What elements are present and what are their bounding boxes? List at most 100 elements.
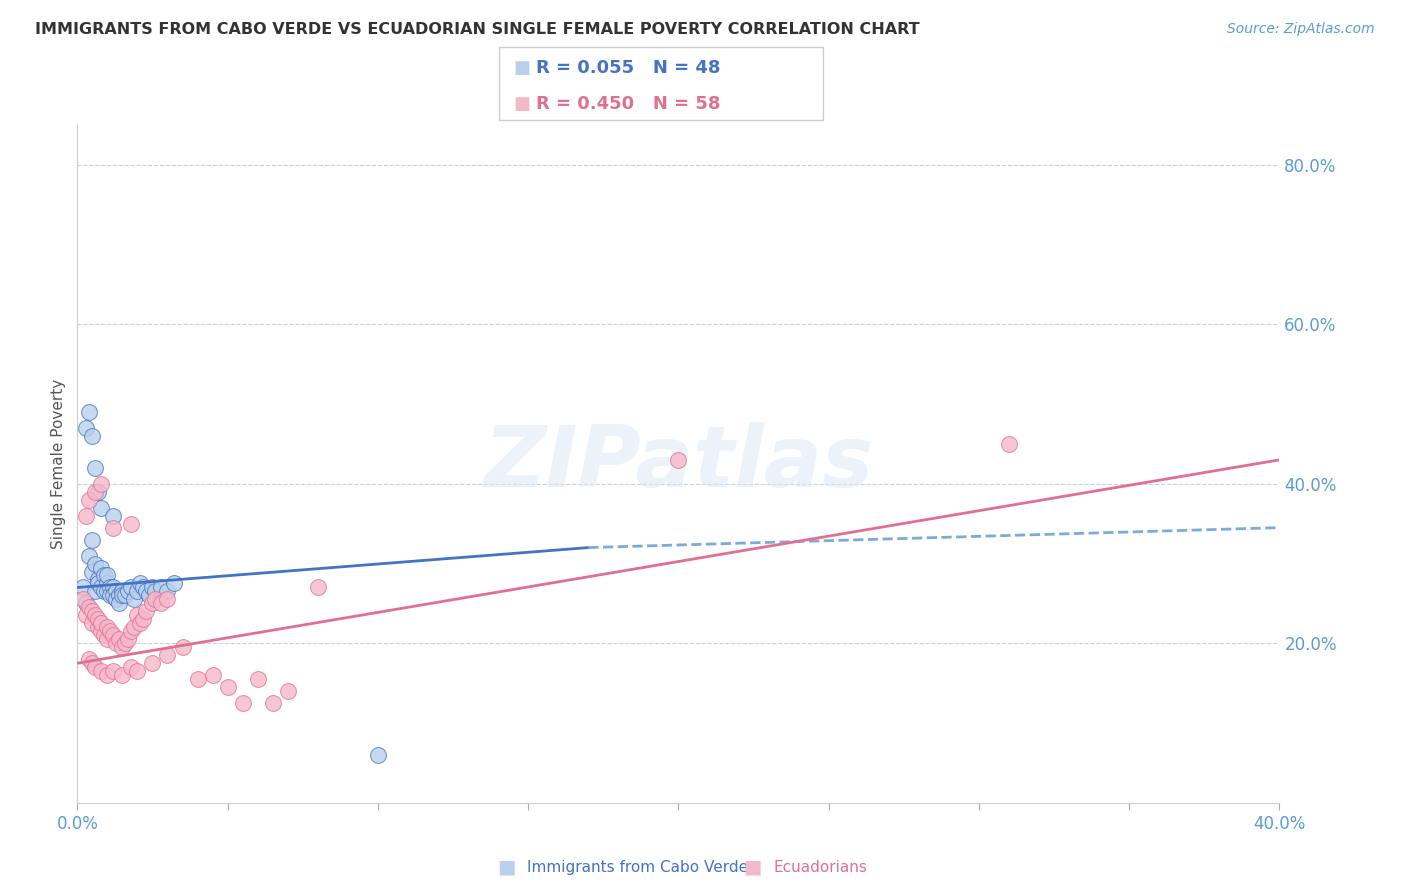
Point [246, 672, 269, 686]
Point [90, 664, 112, 678]
Point [120, 581, 142, 595]
Point [103, 589, 125, 603]
Point [105, 636, 128, 650]
Point [114, 636, 136, 650]
Point [75, 421, 97, 435]
Point [129, 616, 152, 631]
Point [367, 747, 389, 762]
Point [186, 672, 209, 686]
Point [127, 584, 149, 599]
Point [156, 648, 179, 663]
Y-axis label: Single Female Poverty: Single Female Poverty [51, 379, 66, 549]
Point [90, 581, 112, 595]
Point [132, 581, 155, 595]
Text: ■: ■ [513, 95, 530, 113]
Text: Ecuadorians: Ecuadorians [773, 860, 868, 874]
Point [96, 576, 118, 591]
Point [84, 460, 107, 475]
Point [156, 592, 179, 607]
Point [103, 508, 125, 523]
Text: ZIPatlas: ZIPatlas [484, 422, 873, 506]
Text: ■: ■ [513, 59, 530, 77]
Point [87, 612, 110, 626]
Point [145, 584, 167, 599]
Text: IMMIGRANTS FROM CABO VERDE VS ECUADORIAN SINGLE FEMALE POVERTY CORRELATION CHART: IMMIGRANTS FROM CABO VERDE VS ECUADORIAN… [35, 22, 920, 37]
Point [132, 612, 155, 626]
Point [103, 581, 125, 595]
Point [90, 624, 112, 639]
Text: Source: ZipAtlas.com: Source: ZipAtlas.com [1227, 22, 1375, 37]
Text: R = 0.055   N = 48: R = 0.055 N = 48 [536, 59, 720, 77]
Point [75, 508, 97, 523]
Point [232, 696, 254, 710]
Point [156, 584, 179, 599]
Point [150, 581, 173, 595]
Point [162, 576, 184, 591]
Point [141, 581, 163, 595]
Point [138, 589, 160, 603]
Point [117, 632, 139, 647]
Point [79, 405, 101, 419]
Point [82, 533, 104, 547]
Point [127, 664, 149, 678]
Point [105, 584, 128, 599]
Point [124, 592, 146, 607]
Point [145, 592, 167, 607]
Point [111, 584, 134, 599]
Point [135, 604, 157, 618]
Point [82, 429, 104, 443]
Point [96, 584, 118, 599]
Point [96, 668, 118, 682]
Point [96, 568, 118, 582]
Point [103, 521, 125, 535]
Point [105, 592, 128, 607]
Point [120, 516, 142, 531]
Point [72, 592, 94, 607]
Point [114, 589, 136, 603]
Point [90, 560, 112, 574]
Point [93, 628, 115, 642]
Text: R = 0.450   N = 58: R = 0.450 N = 58 [536, 95, 720, 113]
Point [100, 581, 122, 595]
Point [87, 576, 110, 591]
Point [100, 624, 122, 639]
Point [72, 581, 94, 595]
Point [96, 620, 118, 634]
Point [93, 584, 115, 599]
Point [998, 437, 1021, 451]
Point [111, 640, 134, 655]
Point [84, 608, 107, 623]
Point [172, 640, 194, 655]
Point [84, 484, 107, 499]
Point [141, 657, 163, 671]
Point [82, 616, 104, 631]
Point [82, 657, 104, 671]
Point [100, 589, 122, 603]
Point [96, 632, 118, 647]
Point [90, 616, 112, 631]
Point [79, 549, 101, 563]
Point [117, 584, 139, 599]
Point [120, 660, 142, 674]
Point [307, 581, 329, 595]
Point [84, 660, 107, 674]
Point [82, 604, 104, 618]
Point [141, 596, 163, 610]
Point [90, 500, 112, 515]
Point [129, 576, 152, 591]
Text: Immigrants from Cabo Verde: Immigrants from Cabo Verde [527, 860, 748, 874]
Point [127, 608, 149, 623]
Point [108, 632, 131, 647]
Point [79, 652, 101, 666]
Point [87, 573, 110, 587]
Point [87, 484, 110, 499]
Point [120, 624, 142, 639]
Point [75, 608, 97, 623]
Point [75, 596, 97, 610]
Point [103, 628, 125, 642]
Point [93, 568, 115, 582]
Point [82, 565, 104, 579]
Point [87, 620, 110, 634]
Point [217, 680, 239, 694]
Point [108, 589, 131, 603]
